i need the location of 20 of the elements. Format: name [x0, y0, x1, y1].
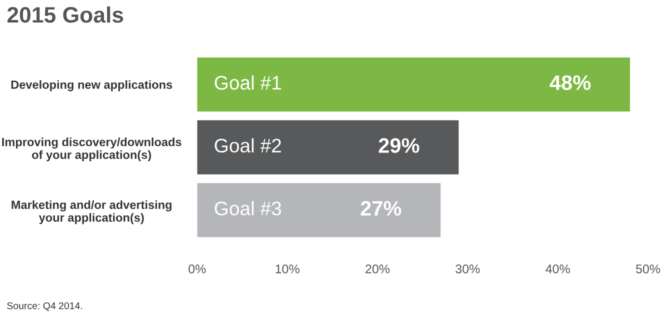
- y-tick-label: Marketing and/or advertising your application(s): [12, 200, 172, 224]
- data-label: 48%: [550, 75, 591, 90]
- data-label: 29%: [378, 138, 420, 153]
- chart-title: 2015 Goals: [7, 6, 124, 23]
- annotation: Goal #3: [214, 201, 282, 216]
- x-tick-label: 40%: [546, 264, 570, 274]
- annotation: Goal #1: [214, 75, 281, 90]
- x-tick-label: 50%: [636, 264, 660, 274]
- x-tick-label: 30%: [456, 264, 480, 274]
- bar: [197, 57, 630, 112]
- x-tick-label: 0%: [188, 264, 206, 274]
- y-tick-label: Improving discovery/downloads of your application(s): [2, 138, 182, 162]
- bar: [197, 120, 459, 174]
- x-tick-label: 20%: [366, 264, 390, 274]
- source-note: Source: Q4 2014.: [7, 302, 82, 311]
- annotation: Goal #2: [214, 138, 281, 153]
- y-tick-label: Developing new applications: [11, 80, 172, 92]
- data-label: 27%: [360, 200, 402, 216]
- bar: [197, 183, 441, 238]
- x-tick-label: 10%: [276, 264, 300, 274]
